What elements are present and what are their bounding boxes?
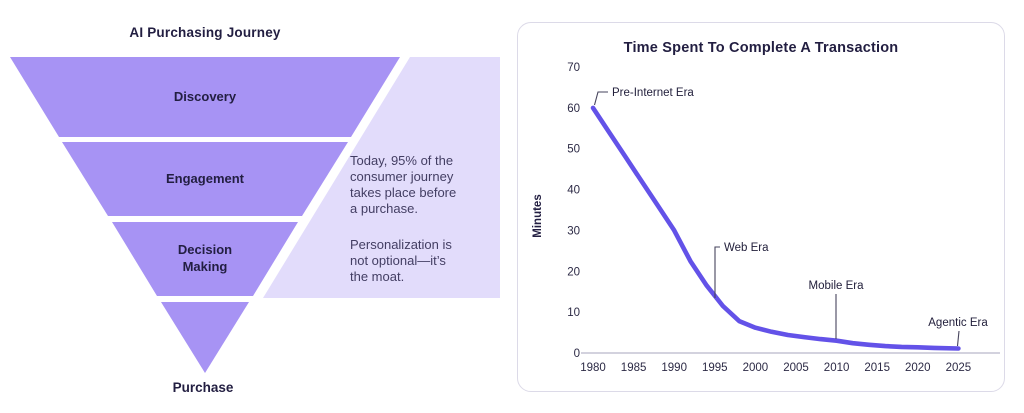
chart-card: Time Spent To Complete A Transaction 0 10… (517, 22, 1005, 392)
y-tick-label: 20 (567, 266, 580, 278)
x-tick-label: 1980 (580, 362, 606, 374)
y-tick-label: 60 (567, 103, 580, 115)
annotation-label: Pre-Internet Era (612, 87, 694, 99)
x-tick-label: 2025 (946, 362, 972, 374)
annotation-connector (714, 246, 720, 298)
funnel-band-engagement: Engagement (62, 142, 348, 216)
x-tick-label: 2015 (864, 362, 890, 374)
annotation-label: Mobile Era (809, 280, 865, 292)
y-axis-label: Minutes (532, 194, 544, 237)
callout-paragraph: Today, 95% of the consumer journey takes p… (350, 153, 495, 217)
annotation-connector (593, 91, 608, 106)
funnel-stage-label: Decision Making (177, 242, 233, 274)
callout-line: a purchase. (350, 201, 418, 216)
callout-line: Today, 95% of the (350, 153, 454, 168)
funnel-band-discovery: Discovery (10, 57, 400, 137)
funnel-tip-purchase (161, 302, 249, 373)
x-tick-label: 1990 (661, 362, 687, 374)
funnel-purchase-label: Purchase (172, 380, 234, 395)
x-tick-label: 1985 (621, 362, 647, 374)
y-tick-label: 10 (567, 307, 580, 319)
x-tick-label: 2000 (743, 362, 769, 374)
y-tick-label: 40 (567, 185, 580, 197)
annotation-label: Agentic Era (928, 317, 988, 329)
annotation-connector (956, 330, 960, 347)
chart-title: Time Spent To Complete A Transaction (623, 40, 899, 56)
callout-line: consumer journey (350, 169, 454, 184)
y-tick-label: 50 (567, 144, 580, 156)
x-tick-label: 1995 (702, 362, 728, 374)
x-tick-label: 2020 (905, 362, 931, 374)
callout-paragraph: Personalization is not optional—it’s the m… (350, 237, 495, 285)
x-tick-label: 2005 (783, 362, 809, 374)
funnel-callout-text: Today, 95% of the consumer journey takes p… (350, 153, 495, 298)
funnel-band-decision-making: Decision Making (112, 222, 298, 296)
time-spent-line (590, 105, 961, 351)
y-tick-label: 30 (567, 225, 580, 237)
callout-line: the moat. (350, 269, 405, 284)
callout-line: not optional—it’s (350, 253, 446, 268)
annotation-label: Web Era (724, 242, 769, 254)
y-tick-label: 70 (567, 62, 580, 74)
callout-line: Personalization is (350, 237, 452, 252)
x-tick-label: 2010 (824, 362, 850, 374)
y-tick-label: 0 (574, 348, 580, 360)
funnel-title: AI Purchasing Journey (129, 25, 281, 40)
funnel-stage-label: Discovery (173, 88, 237, 104)
callout-line: takes place before (350, 185, 457, 200)
transaction-time-line-chart: 0 10 20 30 40 50 60 70 1980 1985 1990 1995 2000 2005 2… (532, 62, 1000, 374)
funnel-stage-label: Engagement (165, 170, 244, 186)
